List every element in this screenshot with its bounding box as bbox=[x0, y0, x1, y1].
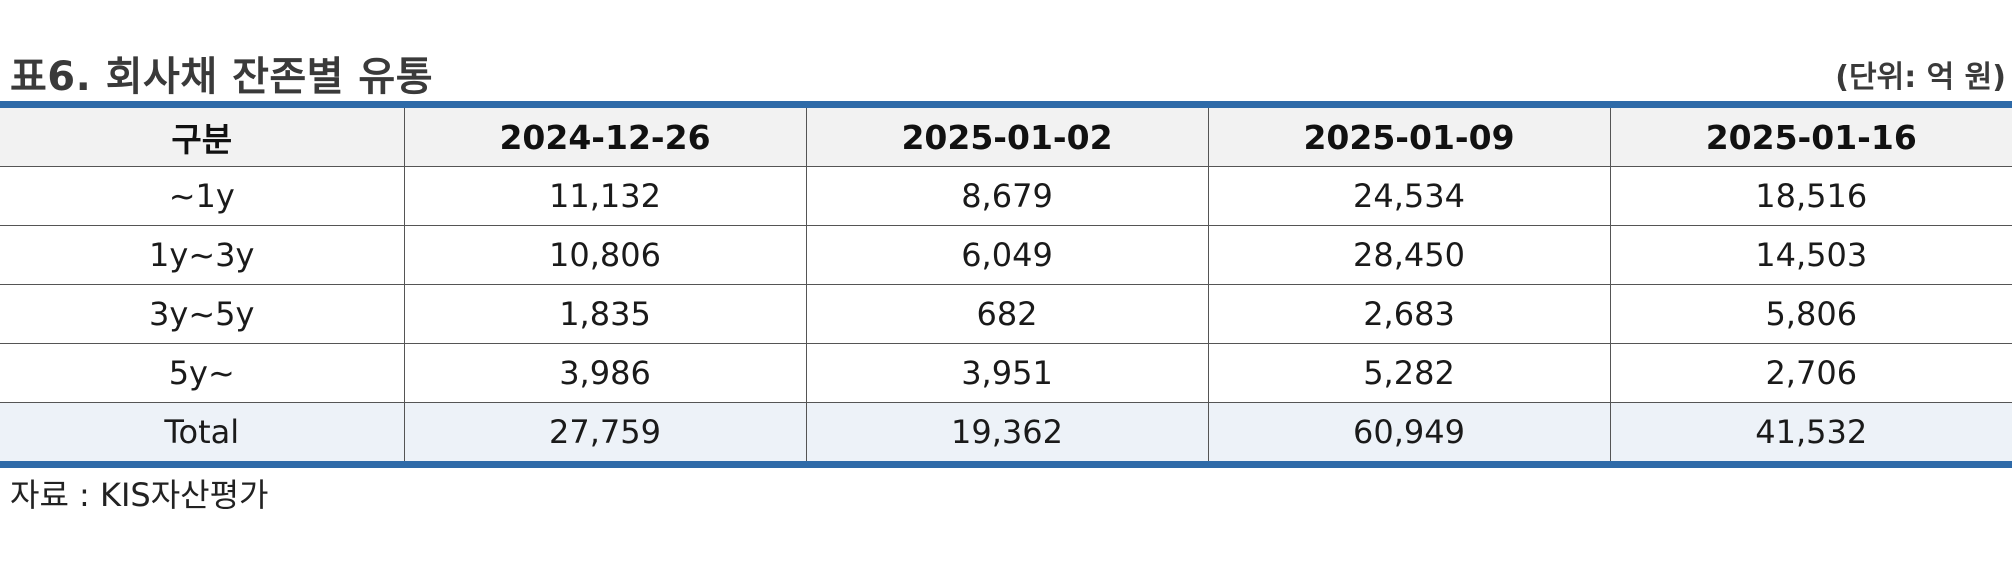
table-row: 5y~ 3,986 3,951 5,282 2,706 bbox=[0, 343, 2012, 403]
total-cell: 41,532 bbox=[1609, 402, 2012, 465]
table-cell: 24,534 bbox=[1207, 166, 1610, 226]
table-cell: 10,806 bbox=[403, 225, 806, 285]
row-label: 1y~3y bbox=[0, 225, 404, 285]
table-title: 표6. 회사채 잔존별 유통 bbox=[10, 54, 434, 100]
table-header-row: 구분 2024-12-26 2025-01-02 2025-01-09 2025… bbox=[0, 104, 2012, 167]
table-cell: 11,132 bbox=[403, 166, 806, 226]
table-cell: 6,049 bbox=[805, 225, 1208, 285]
title-row: 표6. 회사채 잔존별 유통 (단위: 억 원) bbox=[10, 44, 2012, 100]
table-cell: 14,503 bbox=[1609, 225, 2012, 285]
table-cell: 2,683 bbox=[1207, 284, 1610, 344]
table-cell: 5,806 bbox=[1609, 284, 2012, 344]
row-label: 5y~ bbox=[0, 343, 404, 403]
table-row: 3y~5y 1,835 682 2,683 5,806 bbox=[0, 284, 2012, 344]
column-header-date: 2024-12-26 bbox=[403, 104, 806, 167]
table-cell: 5,282 bbox=[1207, 343, 1610, 403]
total-cell: 19,362 bbox=[805, 402, 1208, 465]
table-cell: 8,679 bbox=[805, 166, 1208, 226]
table-cell: 2,706 bbox=[1609, 343, 2012, 403]
table-cell: 1,835 bbox=[403, 284, 806, 344]
bond-maturity-table: 구분 2024-12-26 2025-01-02 2025-01-09 2025… bbox=[0, 101, 2012, 468]
column-header-date: 2025-01-09 bbox=[1207, 104, 1610, 167]
total-cell: 60,949 bbox=[1207, 402, 1610, 465]
table-cell: 3,951 bbox=[805, 343, 1208, 403]
table-row: 1y~3y 10,806 6,049 28,450 14,503 bbox=[0, 225, 2012, 285]
table-cell: 3,986 bbox=[403, 343, 806, 403]
column-header-date: 2025-01-02 bbox=[805, 104, 1208, 167]
row-label: 3y~5y bbox=[0, 284, 404, 344]
column-header-date: 2025-01-16 bbox=[1609, 104, 2012, 167]
table-row: ~1y 11,132 8,679 24,534 18,516 bbox=[0, 166, 2012, 226]
table-cell: 682 bbox=[805, 284, 1208, 344]
data-table-container: 구분 2024-12-26 2025-01-02 2025-01-09 2025… bbox=[0, 101, 2012, 468]
table-total-row: Total 27,759 19,362 60,949 41,532 bbox=[0, 402, 2012, 465]
row-label: Total bbox=[0, 402, 404, 465]
source-note: 자료 : KIS자산평가 bbox=[10, 476, 269, 514]
row-label: ~1y bbox=[0, 166, 404, 226]
column-header-category: 구분 bbox=[0, 104, 404, 167]
table-cell: 18,516 bbox=[1609, 166, 2012, 226]
unit-label: (단위: 억 원) bbox=[1835, 60, 2006, 95]
total-cell: 27,759 bbox=[403, 402, 806, 465]
table-cell: 28,450 bbox=[1207, 225, 1610, 285]
